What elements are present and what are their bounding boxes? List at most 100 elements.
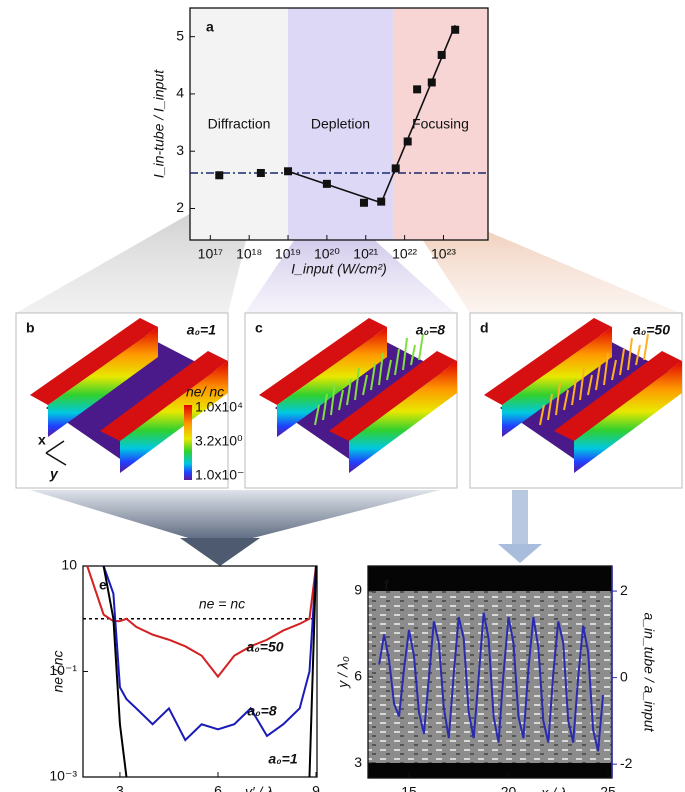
wall-top [30,318,158,405]
region-label: Focusing [412,116,469,132]
axis-arrow [45,440,65,454]
colorbar-tick: 1.0x10⁻³ [195,467,249,483]
colorbar [184,405,192,480]
colorbar-tick: 3.2x10⁰ [195,433,243,449]
wall-side [48,327,158,437]
density-spike [539,404,545,426]
density-spike [563,389,569,411]
x-tick-label: 10¹⁹ [275,246,301,262]
axis-arrow [45,452,67,466]
y2-tick-label: -2 [620,755,633,771]
x-tick-label: 3 [116,783,124,792]
density-image [368,566,612,591]
marker [437,50,446,59]
panel-label: b [26,320,35,336]
marker [391,164,400,173]
funnel [245,205,455,313]
wall-side [277,327,387,437]
density-spike [635,344,641,366]
arrow [512,490,528,545]
panel-label: e [99,577,107,593]
x-tick-label: 6 [214,783,222,792]
density-spike [370,363,376,391]
density-panel: b a₀=1 ne/ nc1.0x10⁴ 3.2x10⁰ 1.0x10⁻³ x y [15,312,249,489]
y-axis-label: ne / nc [50,650,66,692]
marker [413,85,422,94]
marker [215,171,224,180]
x-axis-label: y′ / λ₀ [244,784,279,792]
x-tick-label: 10²³ [431,246,456,262]
marker [322,179,331,188]
x-tick-label: 15 [401,784,417,792]
density-panel: d a₀=50 [469,312,683,489]
series-label: a₀=50 [246,639,283,655]
wall-top [484,318,612,405]
x-tick-label: 20 [501,784,517,792]
y2-tick-label: 0 [620,668,628,684]
density-spike [410,344,416,366]
panel-annotation: a₀=50 [633,322,670,338]
density-spike [354,367,360,401]
y2-tick-label: 2 [620,582,628,598]
region-label: Diffraction [208,116,271,132]
density-spike [555,382,561,416]
panel-label: d [480,320,489,336]
colorbar-tick: 1.0x10⁴ [195,399,243,415]
density-spike [627,337,633,371]
arrow [498,544,542,563]
wall-top [554,351,682,441]
y-tick-label: 3 [176,142,184,158]
y-tick-label: 10⁻¹ [49,662,77,678]
x-tick-label: 10¹⁷ [198,246,223,262]
density-spike [386,359,392,381]
series-label: a₀=1 [268,751,297,767]
x-tick-label: 25 [600,784,616,792]
density-spike [418,333,424,361]
y-axis-label: I_in-tube / I_input [151,69,167,178]
y-tick-label: 5 [176,27,184,43]
density-spike [603,352,609,386]
density-spike [338,389,344,411]
density-panel: c a₀=8 [244,312,458,489]
region [392,8,488,240]
wall-side [502,327,612,437]
series-line [378,612,605,752]
wall-side [349,361,457,473]
funnel [30,490,440,540]
density-spike [330,382,336,416]
panel-label: c [255,320,263,336]
wall-side [120,361,228,473]
axis-name: x [38,432,46,448]
y-tick-label: 6 [354,668,362,684]
y2-axis-label: a_in_tube / a_input [641,612,657,732]
density-spike [402,337,408,371]
density-spike [595,363,601,391]
density-spike [547,393,553,421]
panel-label: a [206,19,214,35]
series-line [102,565,318,742]
x-tick-label: 9 [312,783,320,792]
density-spike [346,378,352,406]
density-spike [579,367,585,401]
density-spike [314,404,320,426]
x-tick-label: 10²² [392,246,417,262]
marker [403,137,412,146]
floor [46,335,221,463]
region-label: Depletion [311,116,370,132]
marker [377,197,386,206]
density-spike [587,374,593,396]
series-line [102,565,318,778]
x-tick-label: 10¹⁸ [236,246,262,262]
y-tick-label: 9 [354,582,362,598]
y-tick-label: 4 [176,85,184,101]
y-tick-label: 10⁻³ [49,768,77,784]
series-line [86,565,318,679]
y-tick-label: 3 [354,754,362,770]
x-tick-label: 10²⁰ [314,246,340,262]
y-axis-label: y / λ₀ [335,656,351,689]
plot-frame [189,7,489,241]
density-spike [362,374,368,396]
density-spike [643,333,649,361]
